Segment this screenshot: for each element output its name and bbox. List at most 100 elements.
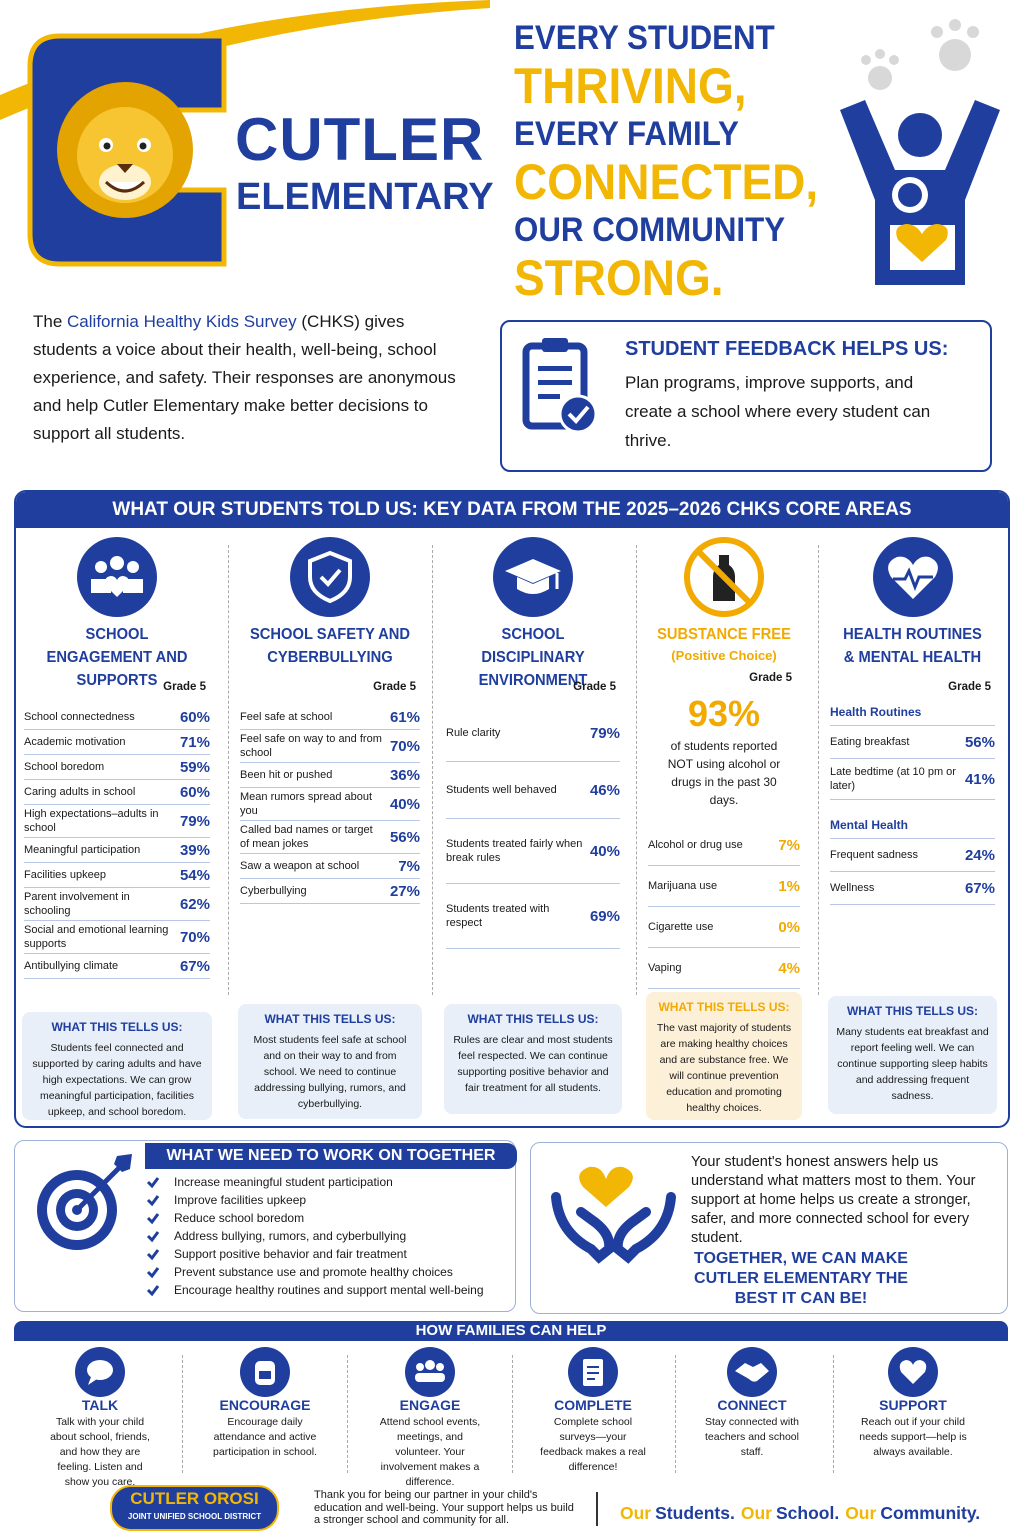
row-label: Academic motivation — [24, 736, 126, 748]
row-value: 60% — [179, 708, 210, 726]
row-label: Feel safe on way to and from school — [240, 733, 382, 759]
grade-label: Grade 5 — [573, 681, 616, 693]
data-row: Eating breakfast 56% — [830, 726, 995, 759]
work-text: Reduce school boredom — [174, 1211, 305, 1225]
row-value: 70% — [389, 737, 420, 755]
tells-text: Rules are clear and most students feel r… — [453, 1034, 613, 1094]
family-text: Talk with your child about school, frien… — [50, 1416, 150, 1488]
family-divider — [512, 1355, 513, 1473]
data-column: SCHOOL ENGAGEMENT AND SUPPORTS Grade 5 Sch… — [24, 535, 210, 1125]
data-row: Late bedtime (at 10 pm or later) 41% — [830, 759, 995, 800]
data-row: Cigarette use 0% — [648, 907, 800, 948]
row-list: Feel safe at school 61% Feel safe on way t… — [240, 705, 420, 904]
row-label: Cyberbullying — [240, 885, 307, 897]
intro: The California Healthy Kids Survey (CHKS… — [33, 308, 458, 448]
feedback-box: STUDENT FEEDBACK HELPS US: Plan programs… — [500, 320, 992, 472]
work-text: Address bullying, rumors, and cyberbully… — [174, 1229, 407, 1243]
work-text: Prevent substance use and promote health… — [174, 1265, 453, 1279]
data-row: Rule clarity 79% — [446, 705, 620, 762]
row-value: 59% — [179, 758, 210, 776]
grade-label: Grade 5 — [948, 681, 991, 693]
work-title: WHAT WE NEED TO WORK ON TOGETHER — [145, 1143, 517, 1169]
work-text: Increase meaningful student participatio… — [174, 1175, 393, 1189]
row-list: School connectedness 60% Academic motivati… — [24, 705, 210, 979]
row-value: 36% — [389, 766, 420, 784]
family-icon — [840, 100, 1000, 285]
column-divider — [432, 545, 433, 995]
slogan-word: Our — [740, 1503, 772, 1523]
tagline-line: CONNECTED, — [514, 154, 819, 210]
row-label: Been hit or pushed — [240, 769, 333, 781]
grade-label: Grade 5 — [373, 681, 416, 693]
row-label: School connectedness — [24, 711, 135, 723]
column-divider — [228, 545, 229, 995]
tells-title: WHAT THIS TELLS US: — [658, 1000, 790, 1014]
slogan-word: Our — [845, 1503, 877, 1523]
tells-box: WHAT THIS TELLS US: Many students eat bre… — [828, 996, 997, 1114]
highlight-text: of students reported NOT using alcohol o… — [667, 739, 781, 807]
slogan-word: School. — [775, 1503, 840, 1523]
row-value: 67% — [179, 957, 210, 975]
family-icon — [568, 1347, 618, 1402]
work-item: Increase meaningful student participatio… — [146, 1173, 506, 1191]
tells-text: The vast majority of students are making… — [656, 1022, 792, 1114]
school-name: CUTLER — [235, 106, 485, 173]
tells-box: WHAT THIS TELLS US: Most students feel sa… — [238, 1004, 422, 1119]
tells-title: WHAT THIS TELLS US: — [264, 1012, 396, 1026]
slogan-word: Our — [620, 1503, 652, 1523]
family-icon — [727, 1347, 777, 1402]
work-item: Prevent substance use and promote health… — [146, 1263, 506, 1281]
row-label: Antibullying climate — [24, 960, 119, 972]
work-text: Support positive behavior and fair treat… — [174, 1247, 407, 1261]
tells-box: WHAT THIS TELLS US: The vast majority of … — [646, 992, 802, 1120]
families-title: HOW FAMILIES CAN HELP — [14, 1321, 1008, 1341]
work-list: Increase meaningful student participatio… — [146, 1173, 506, 1299]
row-list: Health Routines Eating breakfast 56% Late b… — [830, 705, 995, 905]
mascot — [57, 82, 193, 218]
row-list: Alcohol or drug use 7% Marijuana use 1% Ciga… — [648, 825, 800, 989]
row-value: 0% — [778, 918, 800, 936]
row-label: Late bedtime (at 10 pm or later) — [830, 766, 956, 792]
work-item: Improve facilities upkeep — [146, 1191, 506, 1209]
tagline-line: OUR COMMUNITY — [514, 211, 786, 249]
check-icon — [146, 1193, 160, 1207]
row-value: 24% — [964, 846, 995, 864]
row-label: Rule clarity — [446, 727, 501, 739]
row-list: Rule clarity 79% Students well behaved 46% S… — [446, 705, 620, 949]
data-column: SCHOOL DISCIPLINARY ENVIRONMENT Grade 5 Ru… — [446, 535, 620, 1125]
key-data-panel: WHAT OUR STUDENTS TOLD US: KEY DATA FROM… — [14, 490, 1010, 1128]
family-divider — [675, 1355, 676, 1473]
message-emphasis: TOGETHER, WE CAN MAKE CUTLER ELEMENTARY … — [694, 1250, 908, 1307]
column-icon — [682, 535, 766, 624]
work-text: Improve facilities upkeep — [174, 1193, 307, 1207]
row-value: 62% — [179, 895, 210, 913]
slogan-word: Community. — [880, 1503, 981, 1523]
data-row: Alcohol or drug use 7% — [648, 825, 800, 866]
section-heading: Mental Health — [830, 800, 995, 839]
family-icon — [75, 1347, 125, 1402]
target-icon — [37, 1154, 132, 1250]
row-value: 54% — [179, 866, 210, 884]
row-label: Mean rumors spread about you — [240, 791, 373, 817]
row-value: 79% — [179, 812, 210, 830]
data-row: Called bad names or target of mean jokes… — [240, 821, 420, 854]
logo-subtext: JOINT UNIFIED SCHOOL DISTRICT — [127, 1512, 262, 1521]
logo-text: CUTLER OROSI — [130, 1489, 259, 1508]
row-value: 56% — [964, 733, 995, 751]
family-title: ENGAGE — [399, 1397, 461, 1413]
row-value: 79% — [589, 724, 620, 742]
data-row: High expectations–adults in school 79% — [24, 805, 210, 838]
row-value: 1% — [778, 877, 800, 895]
feedback-title: STUDENT FEEDBACK HELPS US: — [625, 338, 949, 360]
check-icon — [146, 1247, 160, 1261]
family-divider — [833, 1355, 834, 1473]
family-icon — [240, 1347, 290, 1402]
row-label: High expectations–adults in school — [24, 808, 159, 834]
column-icon — [288, 535, 372, 624]
intro-text: The — [33, 312, 63, 331]
family-text: Complete school surveys—your feedback ma… — [540, 1416, 646, 1473]
row-label: Cigarette use — [648, 921, 714, 933]
hands-icon — [551, 1166, 676, 1264]
data-row: Been hit or pushed 36% — [240, 763, 420, 788]
